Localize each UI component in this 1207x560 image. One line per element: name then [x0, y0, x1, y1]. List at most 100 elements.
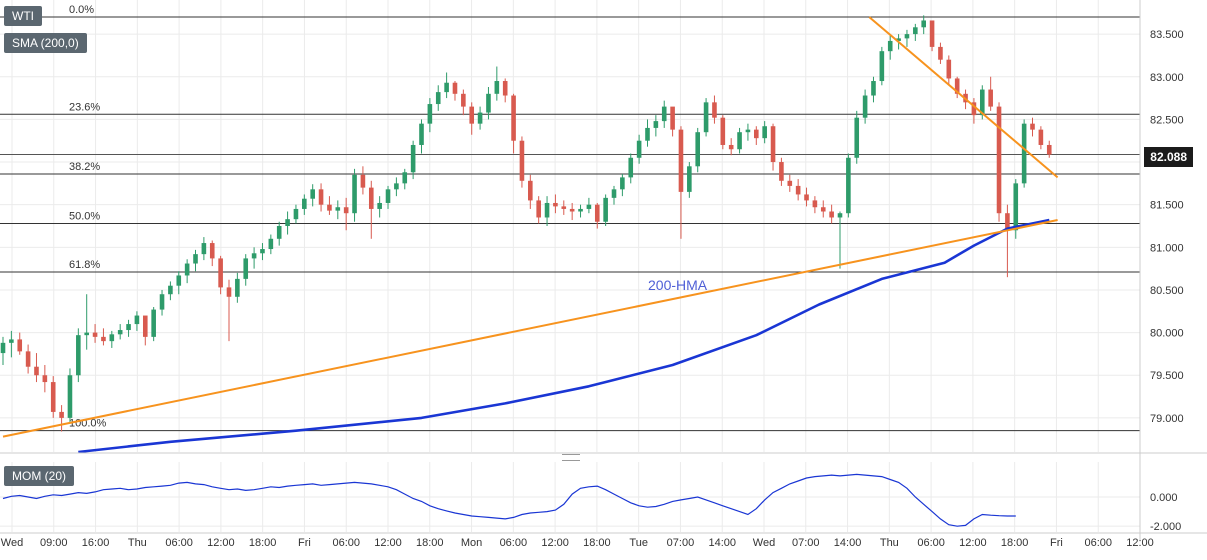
y-tick-label: 83.000	[1150, 72, 1184, 84]
candle-body	[745, 129, 751, 133]
x-tick-label: 12:00	[374, 537, 402, 549]
fib-level-label: 61.8%	[69, 259, 100, 271]
candle-body	[996, 106, 1002, 214]
candle-body	[687, 166, 692, 192]
candle-body	[176, 275, 182, 286]
candle-body	[444, 82, 449, 93]
x-tick-label: 18:00	[583, 537, 611, 549]
x-tick-label: 06:00	[1084, 537, 1112, 549]
candle-body	[762, 126, 767, 139]
y-tick-label: 81.500	[1150, 200, 1184, 212]
candle-body	[142, 315, 148, 337]
y-tick-label: 80.000	[1150, 328, 1184, 340]
x-tick-label: 12:00	[541, 537, 569, 549]
candle-body	[754, 129, 759, 139]
x-tick-label: 12:00	[207, 537, 235, 549]
x-tick-label: Fri	[298, 537, 311, 549]
fib-level-label: 38.2%	[69, 161, 100, 173]
candle-body	[536, 200, 541, 218]
candle-body	[620, 177, 625, 190]
candle-body	[770, 126, 776, 163]
candle-body	[1038, 129, 1044, 145]
candle-body	[1021, 123, 1027, 184]
candle-body	[954, 78, 960, 94]
candle-body	[913, 27, 918, 35]
candle-body	[209, 243, 215, 259]
x-tick-label: 06:00	[165, 537, 193, 549]
candle-body	[896, 38, 901, 41]
candle-body	[293, 208, 299, 220]
x-tick-label: Wed	[753, 537, 775, 549]
momentum-panel	[0, 473, 1140, 527]
candle-body	[486, 93, 491, 113]
x-tick-label: 06:00	[917, 537, 945, 549]
x-tick-label: Wed	[1, 537, 23, 549]
candle-body	[310, 189, 315, 199]
y-tick-label: 83.500	[1150, 29, 1184, 41]
y-tick-label: 82.500	[1150, 114, 1184, 126]
candle-body	[804, 194, 809, 201]
candle-body	[820, 207, 826, 212]
candle-body	[661, 106, 667, 122]
candle-body	[59, 411, 64, 418]
fib-level-label: 23.6%	[69, 101, 100, 113]
candle-body	[728, 144, 734, 150]
candle-body	[402, 172, 408, 184]
candle-body	[394, 183, 399, 190]
x-tick-label: Fri	[1050, 537, 1063, 549]
candle-body	[586, 204, 592, 209]
candle-body	[611, 189, 617, 198]
candle-body	[461, 93, 466, 107]
candle-body	[67, 375, 73, 418]
y-tick-label: 79.500	[1150, 370, 1184, 382]
candle-body	[921, 20, 926, 28]
y-tick-label: 81.000	[1150, 242, 1184, 254]
candle-body	[419, 123, 424, 145]
candle-body	[435, 92, 441, 105]
candle-body	[335, 207, 341, 211]
candle-body	[76, 335, 81, 376]
candle-body	[829, 211, 834, 218]
x-tick-label: 07:00	[667, 537, 695, 549]
candle-body	[235, 278, 240, 297]
candle-body	[670, 106, 675, 130]
symbol-tag[interactable]: WTI	[4, 6, 42, 26]
candle-body	[795, 185, 801, 195]
candle-body	[427, 104, 433, 124]
candle-body	[318, 189, 324, 205]
momentum-tag[interactable]: MOM (20)	[4, 466, 74, 486]
candle-body	[218, 258, 223, 288]
panel-resize-handle[interactable]	[562, 454, 580, 461]
candle-body	[737, 132, 742, 150]
candle-body	[469, 106, 475, 124]
x-tick-label: 16:00	[82, 537, 110, 549]
candle-body	[184, 263, 190, 276]
x-tick-label: 18:00	[416, 537, 444, 549]
x-tick-label: Tue	[629, 537, 648, 549]
candles	[0, 15, 1052, 432]
candle-body	[34, 366, 39, 376]
support-trendline	[2, 219, 1058, 438]
candle-body	[519, 140, 525, 181]
candle-body	[787, 180, 793, 186]
candle-body	[92, 332, 98, 337]
candle-body	[879, 51, 885, 82]
fib-level-label: 50.0%	[69, 210, 100, 222]
mom-y-tick-label: 0.000	[1150, 492, 1178, 504]
candle-body	[134, 315, 140, 325]
candle-body	[276, 226, 282, 239]
candle-body	[159, 294, 165, 310]
x-tick-label: Mon	[461, 537, 482, 549]
candle-body	[251, 253, 257, 259]
candle-body	[779, 162, 784, 181]
candle-body	[117, 330, 123, 335]
candle-body	[653, 121, 659, 128]
candle-body	[201, 243, 207, 255]
candle-body	[511, 95, 516, 141]
indicator-tag[interactable]: SMA (200,0)	[4, 33, 87, 53]
x-tick-label: Thu	[880, 537, 899, 549]
candle-body	[594, 204, 600, 222]
